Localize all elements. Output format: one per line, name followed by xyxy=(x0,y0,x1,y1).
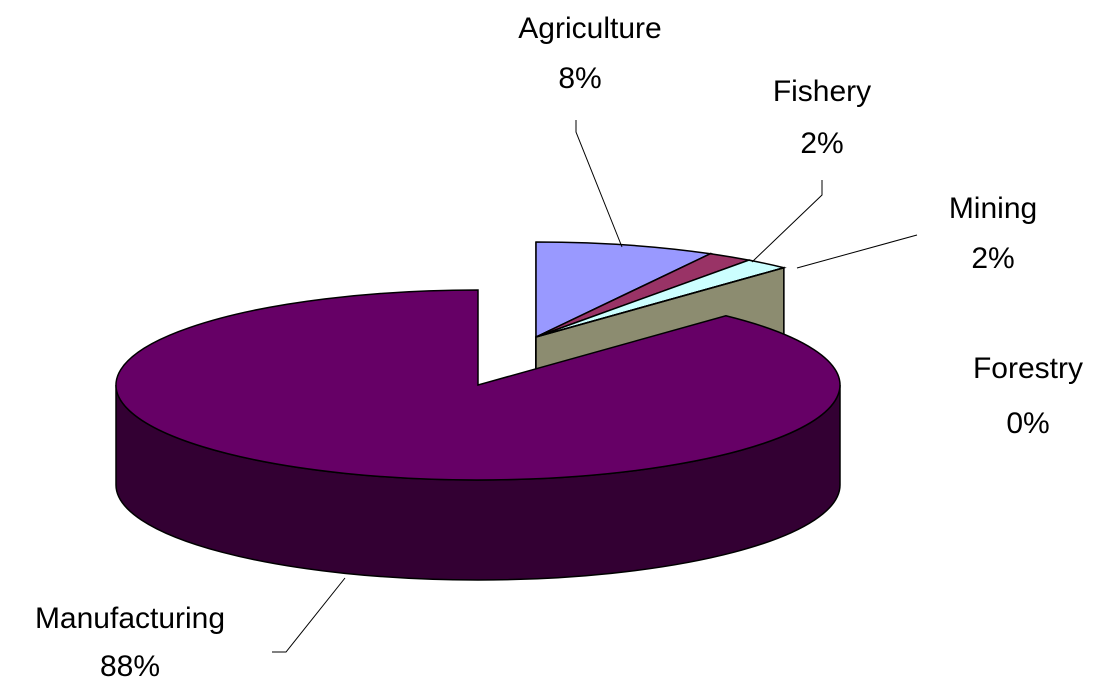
leader-line xyxy=(272,577,346,653)
slice-label: Forestry xyxy=(973,352,1083,385)
value-label: 0% xyxy=(1006,407,1049,440)
slice xyxy=(115,289,841,481)
value-label: 2% xyxy=(800,127,843,160)
slice-label: Manufacturing xyxy=(35,602,225,635)
slice-label: Fishery xyxy=(773,75,871,108)
slice-label: Mining xyxy=(949,192,1037,225)
leader-line xyxy=(751,180,823,263)
leader-line xyxy=(575,120,623,248)
value-label: 88% xyxy=(100,650,160,683)
slice xyxy=(535,241,713,339)
value-label: 8% xyxy=(558,62,601,95)
value-label: 2% xyxy=(971,242,1014,275)
slice xyxy=(535,267,785,338)
leader-line xyxy=(796,234,918,269)
slice-label: Agriculture xyxy=(518,12,661,45)
